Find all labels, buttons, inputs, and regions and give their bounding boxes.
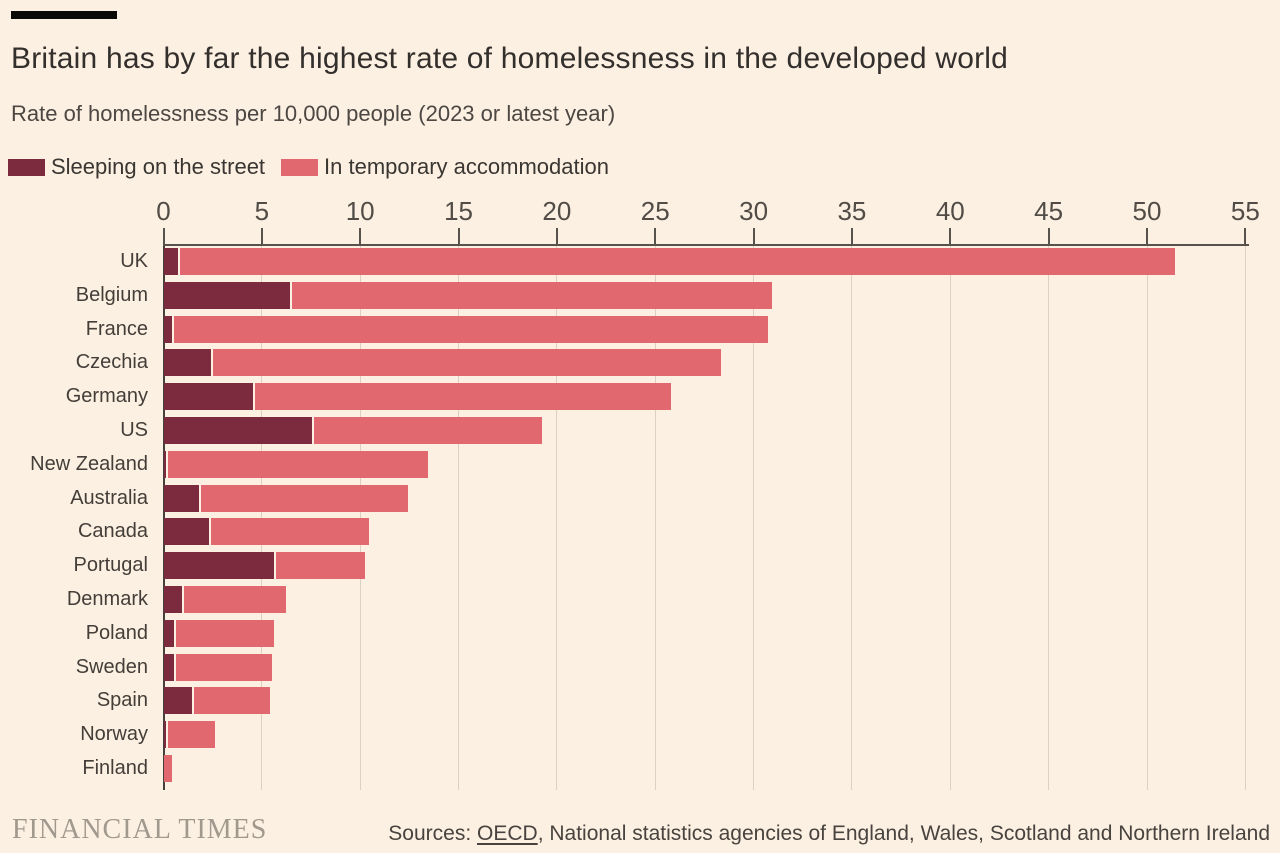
bar-segment-temporary xyxy=(213,349,721,377)
sources-rest: , National statistics agencies of Englan… xyxy=(537,822,1270,845)
x-tick xyxy=(1244,228,1247,244)
country-label: Sweden xyxy=(75,655,148,678)
x-tick-label: 40 xyxy=(935,196,965,226)
bar-segment-temporary xyxy=(167,721,216,749)
bar-segment-street xyxy=(164,586,182,613)
chart-title: Britain has by far the highest rate of h… xyxy=(11,42,1009,75)
bar-segment-street xyxy=(164,687,192,715)
x-gridline xyxy=(753,246,755,790)
source-link-oecd[interactable]: OECD xyxy=(477,822,538,845)
x-tick-label: 50 xyxy=(1132,196,1162,226)
legend-swatch-temporary xyxy=(281,158,319,176)
x-tick-label: 25 xyxy=(640,196,670,226)
bar-segment-street xyxy=(164,552,275,580)
bar-segment-temporary xyxy=(201,484,408,512)
chart-subtitle: Rate of homelessness per 10,000 people (… xyxy=(11,101,616,126)
country-label: New Zealand xyxy=(30,452,148,475)
country-label: Spain xyxy=(96,689,148,712)
bar-segment-street xyxy=(164,315,172,343)
bar-segment-street xyxy=(164,653,174,681)
country-label: Finland xyxy=(82,757,148,779)
x-gridline xyxy=(949,246,951,790)
bar-segment-temporary xyxy=(175,619,275,647)
bar-segment-temporary xyxy=(173,315,768,343)
legend-label-temporary: In temporary accommodation xyxy=(324,154,609,179)
x-tick xyxy=(752,228,755,244)
sources-note: Sources: OECD, National statistics agenc… xyxy=(388,822,1270,846)
x-gridline xyxy=(1048,246,1050,790)
x-tick-label: 10 xyxy=(345,196,375,226)
x-tick xyxy=(457,228,460,244)
country-label: Canada xyxy=(77,520,148,543)
x-tick xyxy=(949,228,952,244)
x-gridline xyxy=(851,246,853,790)
bar-segment-street xyxy=(164,248,178,275)
bar-segment-temporary xyxy=(164,755,172,782)
x-tick-label: 5 xyxy=(254,196,270,226)
country-label: Portugal xyxy=(73,554,149,577)
bar-segment-street xyxy=(164,349,212,377)
country-label: Germany xyxy=(65,385,148,408)
x-tick-label: 55 xyxy=(1230,196,1260,226)
bar-segment-temporary xyxy=(313,417,542,444)
legend: Sleeping on the street In temporary acco… xyxy=(8,154,609,179)
bar-segment-street xyxy=(164,450,166,478)
x-gridline xyxy=(261,246,263,790)
zero-baseline xyxy=(162,244,165,790)
legend-swatch-street xyxy=(8,158,45,176)
sources-prefix: Sources: xyxy=(388,822,478,845)
bar-segment-street xyxy=(164,281,290,309)
accent-bar xyxy=(11,11,117,19)
x-tick xyxy=(850,228,853,244)
x-tick-label: 35 xyxy=(837,196,867,226)
ft-wordmark: FINANCIAL TIMES xyxy=(12,814,268,845)
bar-segment-temporary xyxy=(291,281,772,309)
bar-segment-temporary xyxy=(254,383,672,411)
x-tick-label: 15 xyxy=(444,196,474,226)
x-tick-label: 30 xyxy=(739,196,769,226)
x-gridline xyxy=(556,246,558,790)
bar-segment-temporary xyxy=(167,450,428,478)
x-tick xyxy=(162,228,165,244)
bar-segment-temporary xyxy=(179,248,1176,275)
x-tick xyxy=(260,228,263,244)
bar-segment-street xyxy=(164,417,312,444)
x-tick xyxy=(359,228,362,244)
x-tick xyxy=(1146,228,1148,244)
x-tick-label: 0 xyxy=(156,196,171,226)
bar-segment-temporary xyxy=(183,586,286,613)
bar-segment-street xyxy=(164,518,210,546)
x-gridline xyxy=(458,246,460,790)
x-gridline xyxy=(1146,246,1148,790)
x-gridline xyxy=(359,246,361,790)
bar-segment-temporary xyxy=(175,653,273,681)
country-label: US xyxy=(120,419,148,441)
bar-segment-temporary xyxy=(211,518,369,546)
x-tick-label: 45 xyxy=(1034,196,1064,226)
country-label: Poland xyxy=(85,621,148,644)
x-gridline xyxy=(654,246,656,790)
bar-segment-street xyxy=(164,383,253,411)
x-axis-line xyxy=(163,244,1249,246)
bar-segment-street xyxy=(164,619,174,647)
bar-segment-temporary xyxy=(276,552,365,580)
country-label: Australia xyxy=(70,486,148,509)
x-tick xyxy=(1047,228,1050,244)
country-label: UK xyxy=(120,250,148,272)
bar-segment-street xyxy=(164,484,200,512)
country-label: Norway xyxy=(80,723,148,746)
country-label: Czechia xyxy=(75,351,148,374)
x-tick xyxy=(654,228,657,244)
x-tick-label: 20 xyxy=(542,196,572,226)
bar-segment-street xyxy=(164,721,166,749)
country-label: Denmark xyxy=(66,588,148,610)
bar-segment-temporary xyxy=(193,687,271,715)
x-gridline xyxy=(1244,246,1246,790)
legend-label-street: Sleeping on the street xyxy=(51,154,266,179)
country-label: Belgium xyxy=(75,283,148,306)
country-label: France xyxy=(85,317,148,340)
x-tick xyxy=(555,228,558,244)
